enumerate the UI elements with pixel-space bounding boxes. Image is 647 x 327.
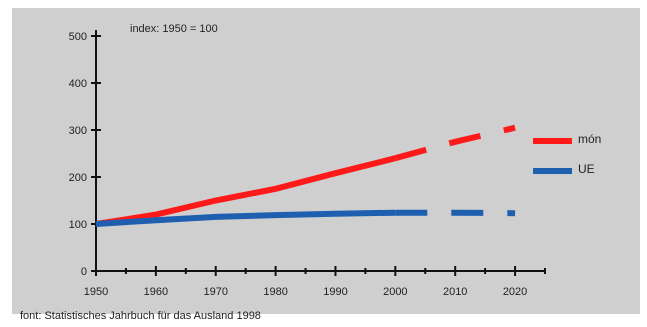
y-tick-label: 100 (69, 219, 87, 231)
y-tick-label: 200 (69, 172, 87, 184)
chart-panel (12, 8, 640, 314)
x-tick-label: 1980 (263, 286, 287, 298)
x-tick-label: 1970 (203, 286, 227, 298)
y-tick-label: 400 (69, 78, 87, 90)
y-tick-label: 500 (69, 31, 87, 43)
x-tick-label: 2000 (383, 286, 407, 298)
source-note: font: Statistisches Jahrbuch für das Aus… (20, 310, 261, 322)
series-line-0 (95, 155, 397, 227)
y-tick-label: 300 (69, 125, 87, 137)
series-line-1 (95, 209, 396, 227)
x-tick-label: 2020 (503, 286, 527, 298)
series-projection-0 (394, 124, 516, 162)
series-projection-1 (395, 209, 516, 217)
legend-label-mon: món (578, 132, 602, 146)
x-tick-label: 1990 (323, 286, 347, 298)
x-tick-label: 1960 (144, 286, 168, 298)
y-tick-label: 0 (81, 266, 87, 278)
index-annotation: index: 1950 = 100 (130, 23, 218, 35)
legend-label-ue: UE (578, 162, 595, 176)
x-tick-label: 2010 (443, 286, 467, 298)
x-tick-label: 1950 (84, 286, 108, 298)
